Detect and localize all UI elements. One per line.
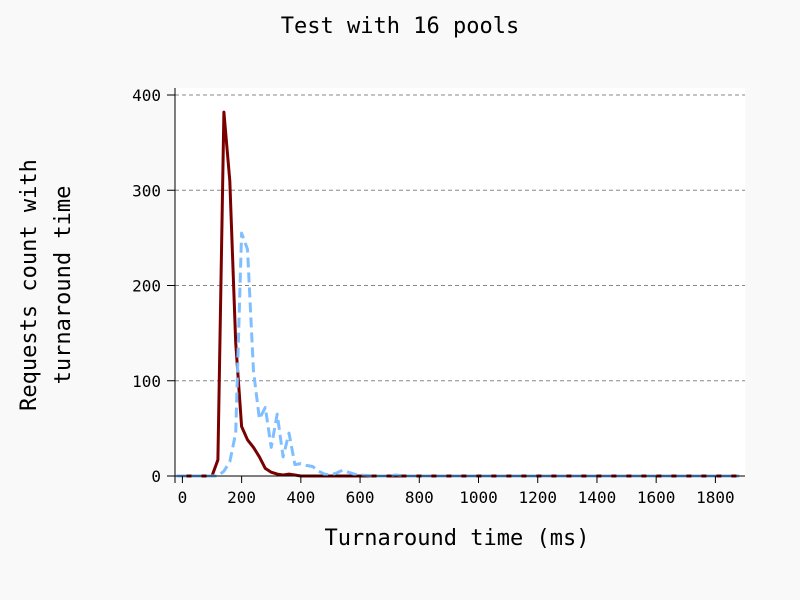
x-tick-label: 1400 — [578, 488, 617, 507]
gridlines — [175, 94, 745, 382]
x-tick-label: 600 — [346, 488, 375, 507]
y-axis-label-line-2: turnaround time — [51, 186, 76, 385]
y-tick-label: 400 — [132, 86, 161, 105]
tick-labels: 0 100 200 300 400 0 200 400 600 800 1000 1200 1400 16… — [132, 86, 735, 507]
chart-title: Test with 16 pools — [281, 14, 519, 39]
y-tick-label: 200 — [132, 277, 161, 296]
x-tick-label: 400 — [286, 488, 315, 507]
x-tick-label: 200 — [227, 488, 256, 507]
y-tick-label: 0 — [151, 467, 161, 486]
y-tick-label: 100 — [132, 372, 161, 391]
y-tick-label: 300 — [132, 181, 161, 200]
x-axis-label: Turnaround time (ms) — [325, 526, 590, 551]
x-tick-label: 0 — [178, 488, 188, 507]
y-axis-label-line-1: Requests count with — [17, 159, 42, 411]
x-tick-label: 1600 — [637, 488, 676, 507]
x-tick-label: 1200 — [518, 488, 557, 507]
x-tick-label: 1000 — [459, 488, 498, 507]
axes — [167, 88, 745, 483]
x-tick-label: 1800 — [696, 488, 735, 507]
x-tick-label: 800 — [405, 488, 434, 507]
plot-background — [175, 88, 745, 476]
